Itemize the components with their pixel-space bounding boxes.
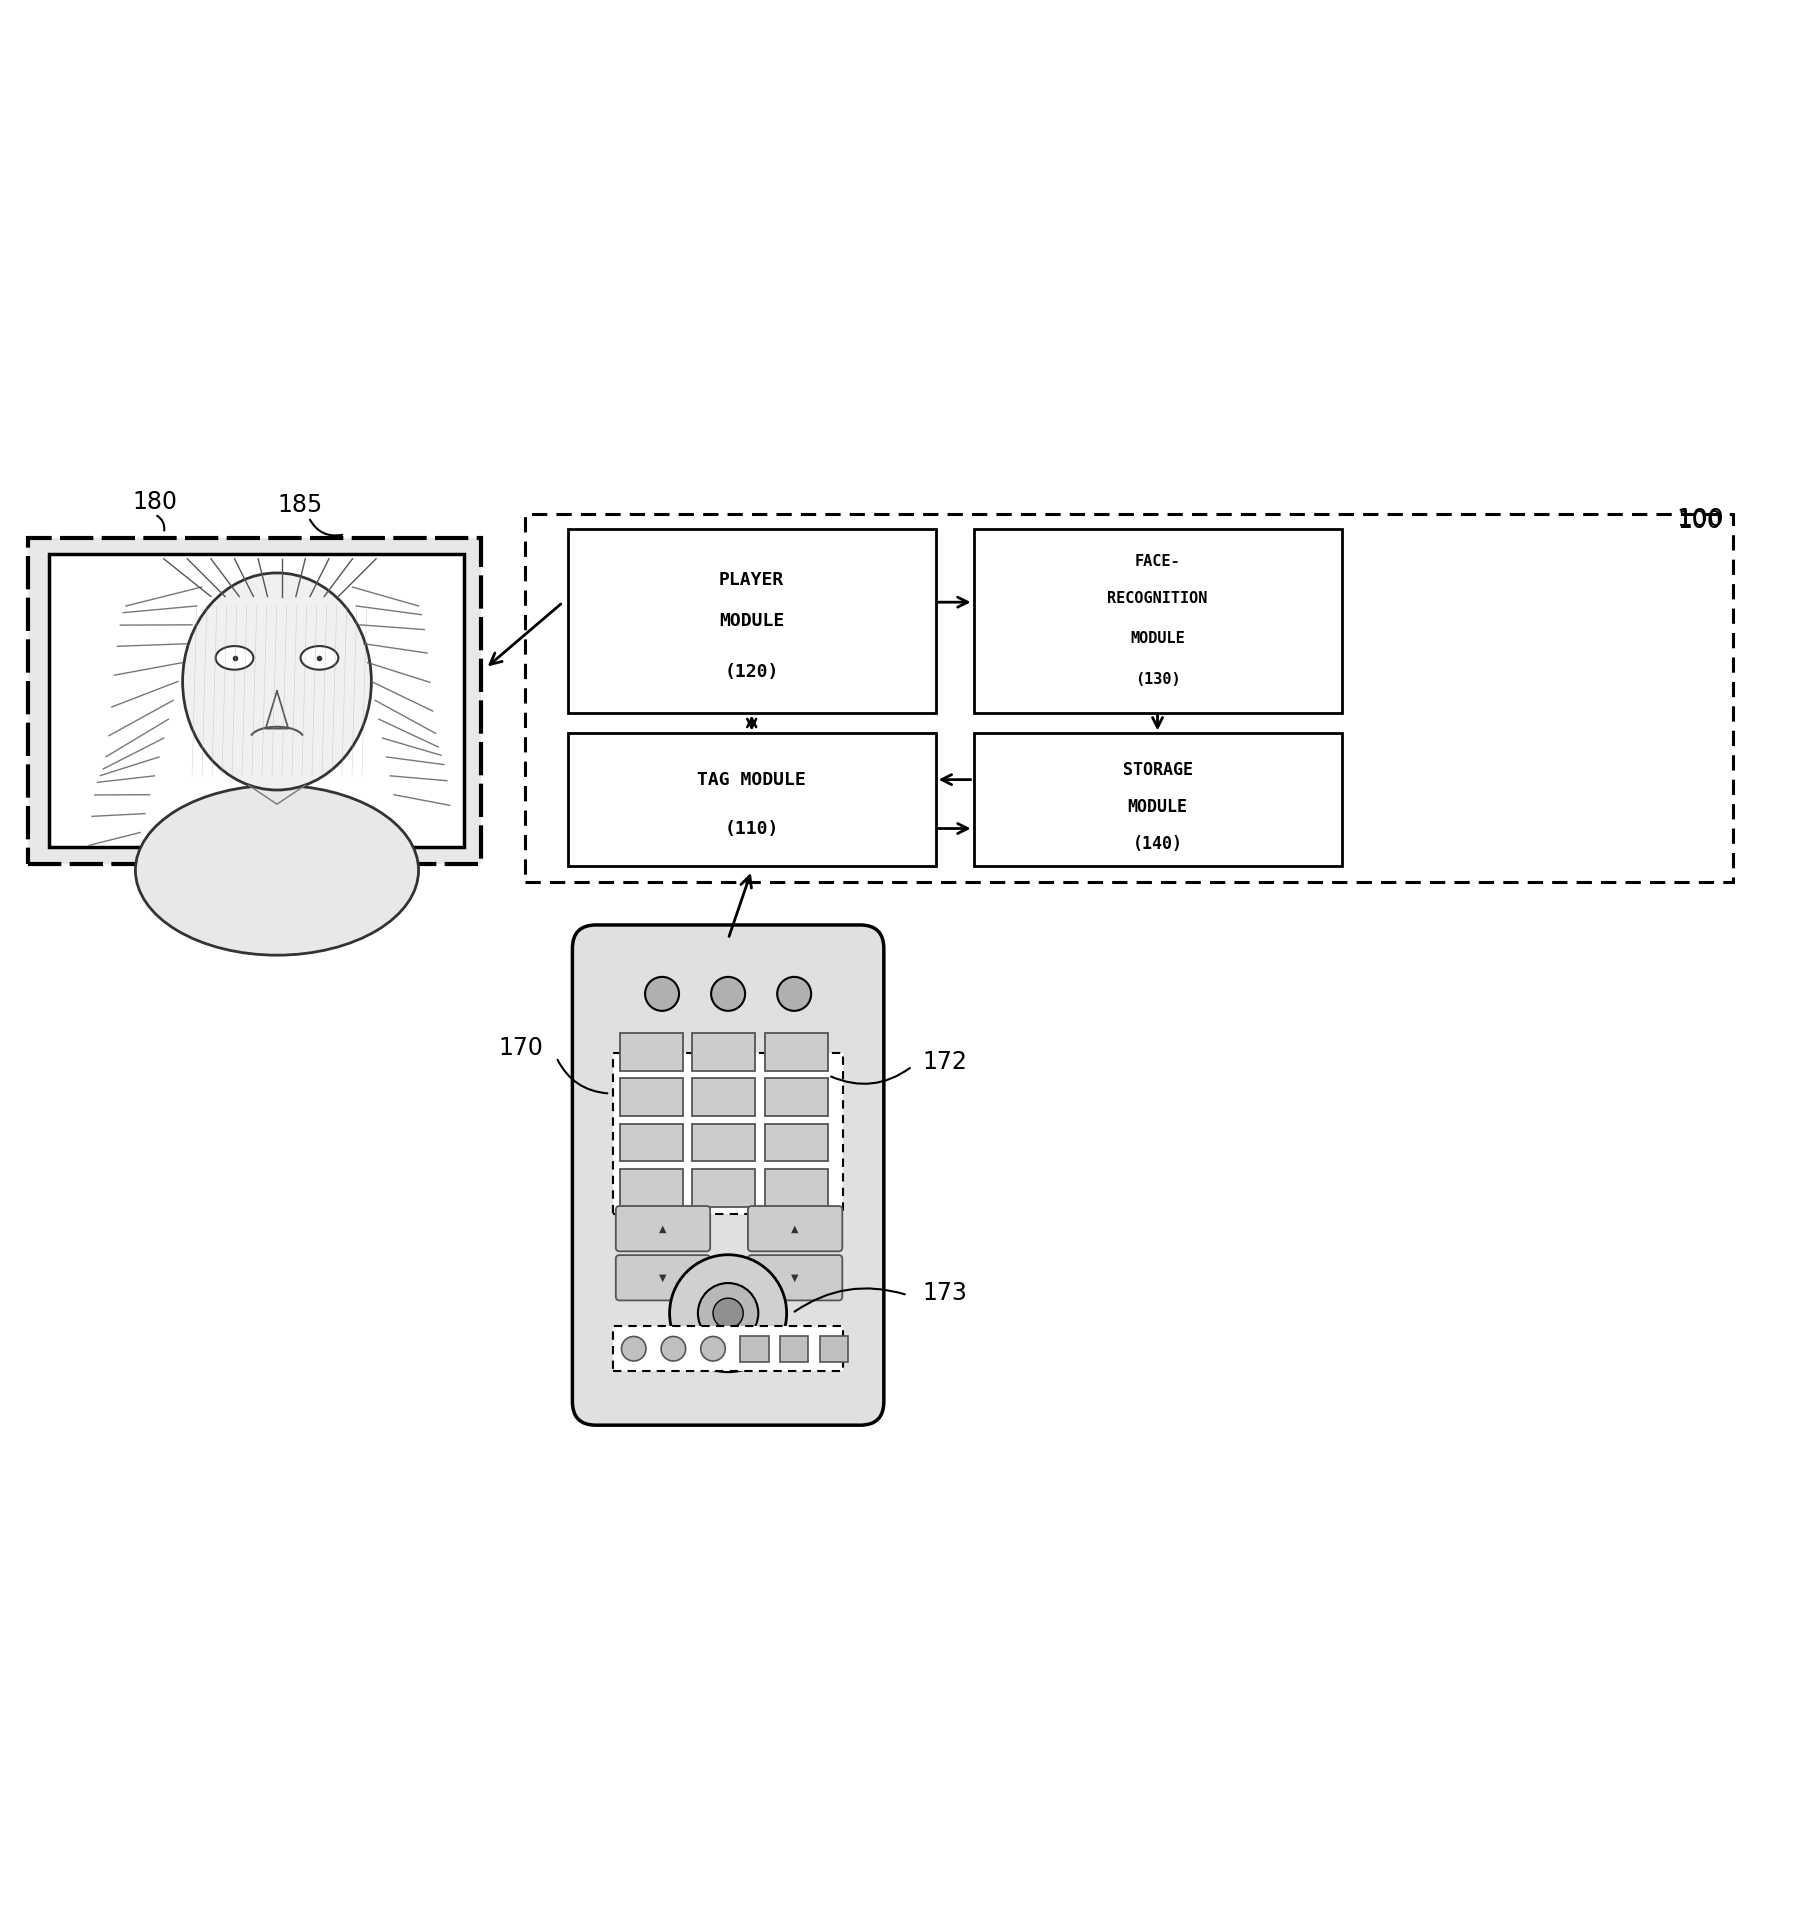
Bar	[691, 1169, 756, 1207]
FancyBboxPatch shape	[747, 1205, 842, 1251]
Text: 180: 180	[133, 490, 178, 513]
Bar	[973, 734, 1342, 866]
Text: (140): (140)	[1133, 835, 1182, 853]
Bar	[779, 1335, 808, 1362]
Bar	[819, 1335, 848, 1362]
Text: 185: 185	[277, 492, 321, 517]
Text: MODULE: MODULE	[718, 611, 785, 630]
FancyBboxPatch shape	[616, 1255, 709, 1301]
Ellipse shape	[135, 786, 418, 956]
Bar	[612, 1326, 844, 1372]
Text: 170: 170	[497, 1037, 542, 1060]
Text: 173: 173	[923, 1282, 968, 1305]
FancyBboxPatch shape	[573, 925, 884, 1426]
Bar	[620, 1123, 682, 1161]
Text: ▲: ▲	[659, 1224, 666, 1234]
Text: RECOGNITION: RECOGNITION	[1108, 590, 1207, 605]
Ellipse shape	[183, 573, 372, 789]
Circle shape	[700, 1337, 726, 1360]
Bar	[691, 1033, 756, 1071]
Bar	[765, 1079, 828, 1117]
Circle shape	[661, 1337, 686, 1360]
FancyBboxPatch shape	[616, 1205, 709, 1251]
Circle shape	[711, 977, 745, 1012]
Text: ▼: ▼	[792, 1272, 799, 1282]
Text: ▼: ▼	[659, 1272, 666, 1282]
Circle shape	[621, 1337, 647, 1360]
Text: (120): (120)	[724, 663, 779, 680]
Bar	[620, 1079, 682, 1117]
Text: PLAYER: PLAYER	[718, 571, 785, 588]
Bar	[612, 1052, 844, 1213]
FancyBboxPatch shape	[747, 1255, 842, 1301]
Bar	[691, 1123, 756, 1161]
Bar	[27, 538, 481, 864]
Bar	[765, 1169, 828, 1207]
Bar	[765, 1033, 828, 1071]
Bar	[620, 1033, 682, 1071]
Text: 172: 172	[923, 1050, 968, 1073]
Bar	[198, 860, 311, 887]
Text: (130): (130)	[1135, 673, 1180, 688]
Bar	[691, 1079, 756, 1117]
Text: FACE-: FACE-	[1135, 554, 1180, 569]
Bar	[620, 1169, 682, 1207]
Circle shape	[713, 1299, 744, 1328]
Text: TAG MODULE: TAG MODULE	[697, 770, 806, 789]
Bar	[48, 554, 463, 847]
Bar	[568, 529, 936, 713]
Bar	[973, 529, 1342, 713]
Ellipse shape	[300, 646, 338, 671]
Text: 100: 100	[1676, 508, 1724, 531]
Text: ▲: ▲	[792, 1224, 799, 1234]
Bar	[740, 1335, 769, 1362]
Text: MODULE: MODULE	[1128, 799, 1187, 816]
Circle shape	[645, 977, 679, 1012]
Text: MODULE: MODULE	[1130, 632, 1185, 646]
Bar	[524, 513, 1733, 883]
Text: 100: 100	[1677, 510, 1722, 533]
Ellipse shape	[216, 646, 253, 671]
Circle shape	[778, 977, 812, 1012]
Bar	[765, 1123, 828, 1161]
Bar	[568, 734, 936, 866]
Bar	[160, 885, 348, 901]
Text: (110): (110)	[724, 820, 779, 837]
Circle shape	[670, 1255, 787, 1372]
Circle shape	[699, 1284, 758, 1343]
Text: STORAGE: STORAGE	[1122, 761, 1193, 780]
